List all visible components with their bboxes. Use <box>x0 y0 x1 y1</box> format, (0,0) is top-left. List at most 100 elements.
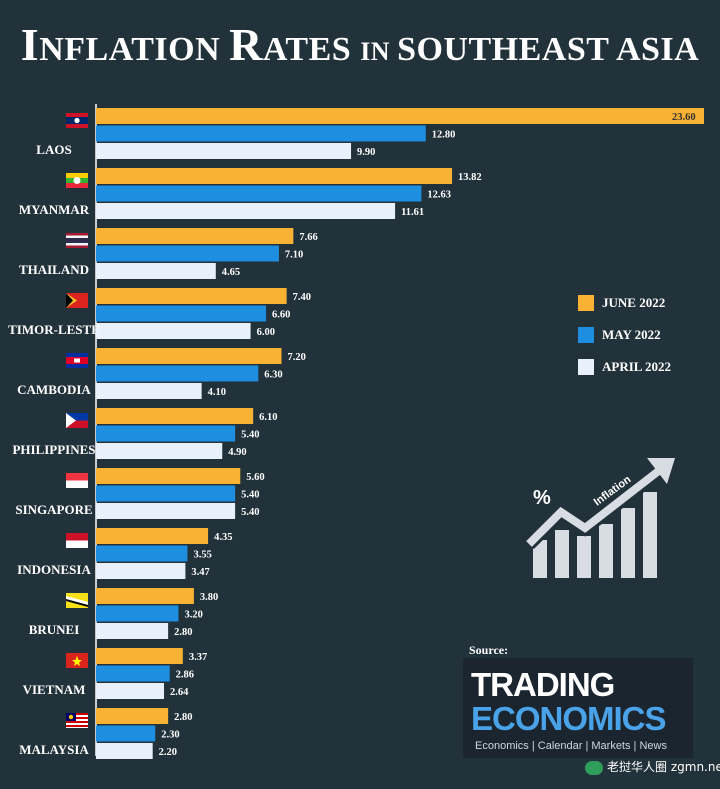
bar-cambodia-may <box>96 365 259 382</box>
value-label-vietnam-june: 3.37 <box>189 652 207 663</box>
timor-leste-flag-part <box>66 293 73 308</box>
timor-leste-flag-icon <box>66 293 88 308</box>
value-label-brunei-may: 3.20 <box>184 610 202 621</box>
arrow-head-icon <box>647 458 675 484</box>
bar-myanmar-june <box>96 168 453 184</box>
value-label-singapore-april: 5.40 <box>241 507 259 518</box>
value-label-singapore-may: 5.40 <box>241 490 259 501</box>
bar-thailand-june <box>96 228 294 244</box>
legend-swatch-june <box>578 295 594 311</box>
value-label-laos-june: 23.60 <box>672 112 696 123</box>
cambodia-flag-part <box>74 358 80 363</box>
bar-indonesia-june <box>96 528 209 544</box>
title-initial-r: R <box>229 19 263 70</box>
bar-philippines-april <box>96 443 223 459</box>
value-label-laos-april: 9.90 <box>357 147 375 158</box>
legend-item-june: JUNE 2022 <box>578 287 671 319</box>
bar-laos-june <box>96 108 704 124</box>
brunei-flag-part <box>66 596 88 605</box>
category-label-indonesia: INDONESIA <box>17 562 91 577</box>
bar-vietnam-june <box>96 648 183 664</box>
category-label-laos: LAOS <box>36 142 71 157</box>
cambodia-flag-icon <box>66 353 88 368</box>
malaysia-flag-part <box>66 717 88 719</box>
value-label-myanmar-april: 11.61 <box>401 207 424 218</box>
value-label-brunei-june: 3.80 <box>200 592 218 603</box>
singapore-flag-part <box>66 480 88 488</box>
bar-thailand-may <box>96 245 279 262</box>
bar-laos-april <box>96 143 352 159</box>
bar-cambodia-june <box>96 348 282 364</box>
bar-brunei-may <box>96 605 179 622</box>
title-word-ates: ATES <box>262 31 361 68</box>
flag-group <box>66 113 88 728</box>
value-label-myanmar-may: 12.63 <box>427 190 451 201</box>
bar-singapore-april <box>96 503 236 519</box>
laos-flag-icon <box>66 113 88 128</box>
value-label-cambodia-april: 4.10 <box>208 387 226 398</box>
bar-timor-leste-may <box>96 305 267 322</box>
bar-brunei-june <box>96 588 194 604</box>
value-label-thailand-may: 7.10 <box>285 250 303 261</box>
bar-philippines-june <box>96 408 254 424</box>
logo-text-economics: ECONOMICS <box>471 700 667 737</box>
indonesia-flag-part <box>66 540 88 548</box>
category-label-malaysia: MALAYSIA <box>19 742 89 757</box>
indonesia-flag-part <box>66 533 88 541</box>
malaysia-flag-part <box>66 713 88 715</box>
watermark: 老挝华人圈 zgmn.net <box>585 758 720 775</box>
value-label-timor-leste-may: 6.60 <box>272 310 290 321</box>
brunei-flag-part <box>66 599 88 607</box>
bar-laos-may <box>96 125 426 142</box>
value-label-timor-leste-april: 6.00 <box>257 327 275 338</box>
bar-vietnam-may <box>96 665 170 682</box>
bar-indonesia-april <box>96 563 186 579</box>
philippines-flag-part <box>66 413 88 421</box>
value-label-malaysia-june: 2.80 <box>174 712 192 723</box>
malaysia-flag-part <box>66 725 88 727</box>
bar-myanmar-may <box>96 185 422 202</box>
title-word-in: IN <box>360 37 398 66</box>
value-label-cambodia-june: 7.20 <box>287 352 305 363</box>
trading-economics-logo: TRADING ECONOMICS Economics | Calendar |… <box>463 658 693 758</box>
rising-bar-chart-arrow-icon: % Inflation <box>525 454 675 578</box>
value-label-indonesia-may: 3.55 <box>193 550 211 561</box>
logo-tagline: Economics | Calendar | Markets | News <box>475 740 667 752</box>
category-label-timor-leste: TIMOR-LESTE <box>8 322 100 337</box>
myanmar-flag-icon <box>66 173 88 188</box>
watermark-text: 老挝华人圈 <box>607 760 668 774</box>
graphic-bar-1 <box>533 540 547 578</box>
bar-myanmar-april <box>96 203 396 219</box>
vietnam-flag-part <box>72 656 82 666</box>
value-label-myanmar-june: 13.82 <box>458 172 482 183</box>
graphic-bar-4 <box>599 524 613 578</box>
value-label-laos-may: 12.80 <box>432 130 456 141</box>
category-label-cambodia: CAMBODIA <box>17 382 91 397</box>
graphic-bar-3 <box>577 536 591 578</box>
value-label-indonesia-april: 3.47 <box>191 567 209 578</box>
title-word-nflation: NFLATION <box>39 31 230 68</box>
thailand-flag-icon <box>66 233 88 248</box>
source-label: Source: <box>469 643 509 657</box>
legend-label-april: APRIL 2022 <box>602 359 671 374</box>
graphic-bar-6 <box>643 492 657 578</box>
value-label-brunei-april: 2.80 <box>174 627 192 638</box>
graphic-bar-2 <box>555 530 569 578</box>
value-label-cambodia-may: 6.30 <box>264 370 282 381</box>
value-label-timor-leste-june: 7.40 <box>293 292 311 303</box>
bar-timor-leste-april <box>96 323 251 339</box>
value-label-malaysia-may: 2.30 <box>161 730 179 741</box>
indonesia-flag-icon <box>66 533 88 548</box>
value-label-thailand-june: 7.66 <box>299 232 317 243</box>
bar-cambodia-april <box>96 383 202 399</box>
bar-indonesia-may <box>96 545 188 562</box>
value-label-thailand-april: 4.65 <box>222 267 240 278</box>
title-initial-i: I <box>20 19 40 70</box>
legend-swatch-april <box>578 359 594 375</box>
myanmar-flag-part <box>66 173 88 178</box>
bar-malaysia-april <box>96 743 153 759</box>
graphic-bar-5 <box>621 508 635 578</box>
